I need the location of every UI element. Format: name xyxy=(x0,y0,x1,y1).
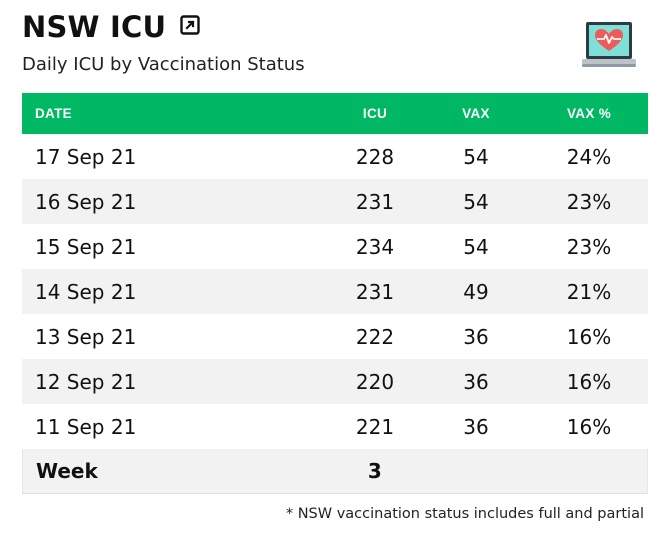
cell-icu: 228 xyxy=(355,144,395,169)
cell-icu: 231 xyxy=(355,189,395,214)
cell-vax: 36 xyxy=(463,414,489,439)
title-row: NSW ICU xyxy=(22,6,642,48)
cell-date: 14 Sep 21 xyxy=(35,279,137,304)
cell-vax: 54 xyxy=(463,189,489,214)
column-header-icu[interactable]: ICU xyxy=(362,106,388,121)
cell-icu: 234 xyxy=(355,234,395,259)
table-row: 17 Sep 21 228 54 24% xyxy=(22,134,648,179)
table-row: 15 Sep 21 234 54 23% xyxy=(22,224,648,269)
cell-vax-pct: 23% xyxy=(566,234,612,259)
summary-row: Week 3 xyxy=(22,449,648,494)
cell-date: 12 Sep 21 xyxy=(35,369,137,394)
cell-vax: 36 xyxy=(463,324,489,349)
cell-date: 17 Sep 21 xyxy=(35,144,137,169)
cell-date: 16 Sep 21 xyxy=(35,189,137,214)
cell-vax: 36 xyxy=(463,369,489,394)
summary-label: Week xyxy=(36,459,98,483)
cell-vax-pct: 16% xyxy=(566,324,612,349)
cell-icu: 220 xyxy=(355,369,395,394)
cell-vax-pct: 16% xyxy=(566,369,612,394)
cell-icu: 222 xyxy=(355,324,395,349)
cell-vax: 49 xyxy=(463,279,489,304)
icu-table: DATE ICU VAX VAX % 17 Sep 21 228 54 24% … xyxy=(22,93,648,494)
table-row: 14 Sep 21 231 49 21% xyxy=(22,269,648,314)
cell-icu: 231 xyxy=(355,279,395,304)
cell-vax-pct: 21% xyxy=(566,279,612,304)
cell-date: 13 Sep 21 xyxy=(35,324,137,349)
table-row: 12 Sep 21 220 36 16% xyxy=(22,359,648,404)
header: NSW ICU Daily ICU by Vaccination Status xyxy=(22,6,642,90)
cell-vax-pct: 16% xyxy=(566,414,612,439)
cell-date: 15 Sep 21 xyxy=(35,234,137,259)
cell-vax: 54 xyxy=(463,144,489,169)
cell-vax: 54 xyxy=(463,234,489,259)
table-header: DATE ICU VAX VAX % xyxy=(22,93,648,134)
cell-icu: 221 xyxy=(355,414,395,439)
table-row: 11 Sep 21 221 36 16% xyxy=(22,404,648,449)
column-header-vax[interactable]: VAX xyxy=(462,106,490,121)
table-row: 16 Sep 21 231 54 23% xyxy=(22,179,648,224)
column-header-vax-pct[interactable]: VAX % xyxy=(566,106,611,121)
cell-date: 11 Sep 21 xyxy=(35,414,137,439)
footnote: * NSW vaccination status includes full a… xyxy=(285,506,644,522)
laptop-heart-icon xyxy=(580,20,638,72)
cell-vax-pct: 24% xyxy=(566,144,612,169)
summary-icu-change: 3 xyxy=(367,459,382,483)
column-header-date[interactable]: DATE xyxy=(35,106,72,121)
page-subtitle: Daily ICU by Vaccination Status xyxy=(22,54,305,75)
page-title: NSW ICU xyxy=(22,10,167,44)
cell-vax-pct: 23% xyxy=(566,189,612,214)
external-link-icon[interactable] xyxy=(180,15,200,35)
table-row: 13 Sep 21 222 36 16% xyxy=(22,314,648,359)
